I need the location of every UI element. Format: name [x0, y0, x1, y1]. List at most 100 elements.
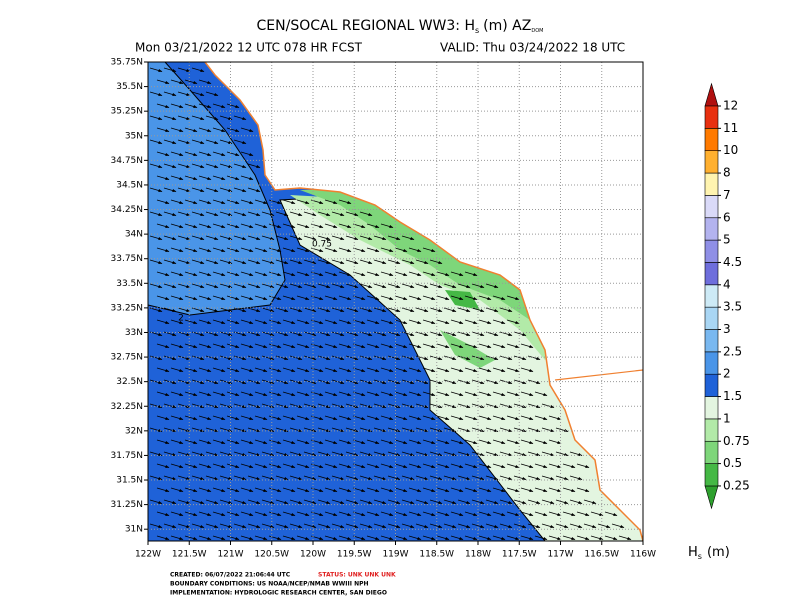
wave-arrow	[212, 103, 226, 109]
wave-arrow	[366, 511, 380, 517]
wave-arrow	[149, 187, 163, 193]
wave-arrow	[163, 235, 177, 241]
wave-arrow	[338, 535, 352, 541]
wave-arrow	[338, 463, 352, 469]
wave-arrow	[184, 79, 198, 85]
wave-arrow	[429, 283, 443, 289]
wave-arrow	[485, 499, 499, 505]
wave-arrow	[275, 403, 289, 409]
wave-arrow	[464, 487, 478, 493]
wave-arrow	[527, 379, 541, 385]
footer-implementation: IMPLEMENTATION: HYDROLOGIC RESEARCH CENT…	[170, 590, 387, 597]
wave-arrow	[296, 511, 310, 517]
wave-arrow	[254, 199, 268, 205]
wave-arrow	[422, 415, 436, 421]
wave-arrow	[408, 343, 422, 349]
wave-arrow	[198, 415, 212, 421]
wave-arrow	[387, 403, 401, 409]
wave-arrow	[387, 283, 401, 289]
wave-arrow	[198, 223, 212, 229]
wave-arrow	[198, 127, 212, 133]
wave-arrow	[303, 355, 317, 361]
wave-arrow	[548, 535, 562, 541]
wave-arrow	[450, 295, 464, 301]
wave-arrow	[303, 475, 317, 481]
wave-arrow	[506, 319, 520, 325]
wave-arrow	[366, 439, 380, 445]
wave-arrow	[380, 391, 394, 397]
wave-arrow	[261, 403, 275, 409]
wave-arrow	[555, 499, 569, 505]
wave-arrow	[338, 271, 352, 277]
wave-arrow	[324, 199, 338, 205]
footer-status: STATUS: UNK UNK UNK	[318, 572, 396, 579]
colorbar-tick-label: 6	[723, 210, 731, 224]
wave-arrow	[219, 139, 233, 145]
wave-arrow	[317, 523, 331, 529]
wave-arrow	[275, 211, 289, 217]
wave-arrow	[429, 307, 443, 313]
wave-arrow	[422, 271, 436, 277]
wave-arrow	[394, 343, 408, 349]
wave-arrow	[226, 223, 240, 229]
colorbar-box	[704, 351, 719, 375]
wave-direction-arrows	[149, 67, 632, 541]
wave-arrow	[226, 463, 240, 469]
wave-arrow	[219, 355, 233, 361]
footer-created: CREATED: 06/07/2022 21:06:44 UTC	[170, 572, 291, 579]
x-tick-label: 118W	[465, 550, 491, 560]
wave-arrow	[373, 523, 387, 529]
wave-arrow	[345, 523, 359, 529]
wave-arrow	[226, 175, 240, 181]
wave-arrow	[149, 523, 163, 529]
footer-boundary: BOUNDARY CONDITIONS: US NOAA/NCEP/NMAB W…	[170, 581, 369, 588]
wave-arrow	[254, 415, 268, 421]
wave-arrow	[254, 535, 268, 541]
wave-arrow	[485, 403, 499, 409]
wave-arrow	[296, 463, 310, 469]
colorbar-tick-label: 8	[723, 166, 731, 180]
wave-arrow	[415, 499, 429, 505]
wave-arrow	[499, 307, 513, 313]
wave-arrow	[282, 415, 296, 421]
wave-arrow	[457, 475, 471, 481]
wave-arrow	[184, 319, 198, 325]
wave-arrow	[247, 187, 261, 193]
wave-arrow	[464, 271, 478, 277]
wave-arrow	[198, 295, 212, 301]
wave-arrow	[226, 103, 240, 109]
wave-arrow	[170, 343, 184, 349]
subtitle-right: VALID: Thu 03/24/2022 18 UTC	[440, 41, 625, 55]
wave-arrow	[443, 283, 457, 289]
wave-arrow	[303, 259, 317, 265]
wave-arrow	[394, 511, 408, 517]
wave-arrow	[191, 115, 205, 121]
y-tick-label: 34.5N	[116, 180, 143, 190]
wave-arrow	[324, 463, 338, 469]
wave-arrow	[156, 535, 170, 541]
wave-arrow	[534, 463, 548, 469]
wave-arrow	[198, 175, 212, 181]
wave-arrow	[534, 511, 548, 517]
wave-arrow	[247, 403, 261, 409]
wave-arrow	[317, 451, 331, 457]
wave-arrow	[149, 115, 163, 121]
wave-arrow	[184, 367, 198, 373]
wave-arrow	[387, 523, 401, 529]
wave-arrow	[170, 439, 184, 445]
wave-arrow	[401, 283, 415, 289]
wave-arrow	[359, 451, 373, 457]
wave-arrow	[170, 391, 184, 397]
wave-arrow	[450, 391, 464, 397]
wave-arrow	[240, 535, 254, 541]
y-tick-label: 34.25N	[111, 205, 144, 215]
wave-arrow	[478, 415, 492, 421]
wave-arrow	[394, 439, 408, 445]
x-tick-label: 121W	[217, 550, 243, 560]
colorbar-tick-label: 4	[723, 277, 731, 291]
wave-arrow	[156, 199, 170, 205]
wave-arrow	[170, 511, 184, 517]
wave-arrow	[247, 475, 261, 481]
wave-arrow	[457, 403, 471, 409]
